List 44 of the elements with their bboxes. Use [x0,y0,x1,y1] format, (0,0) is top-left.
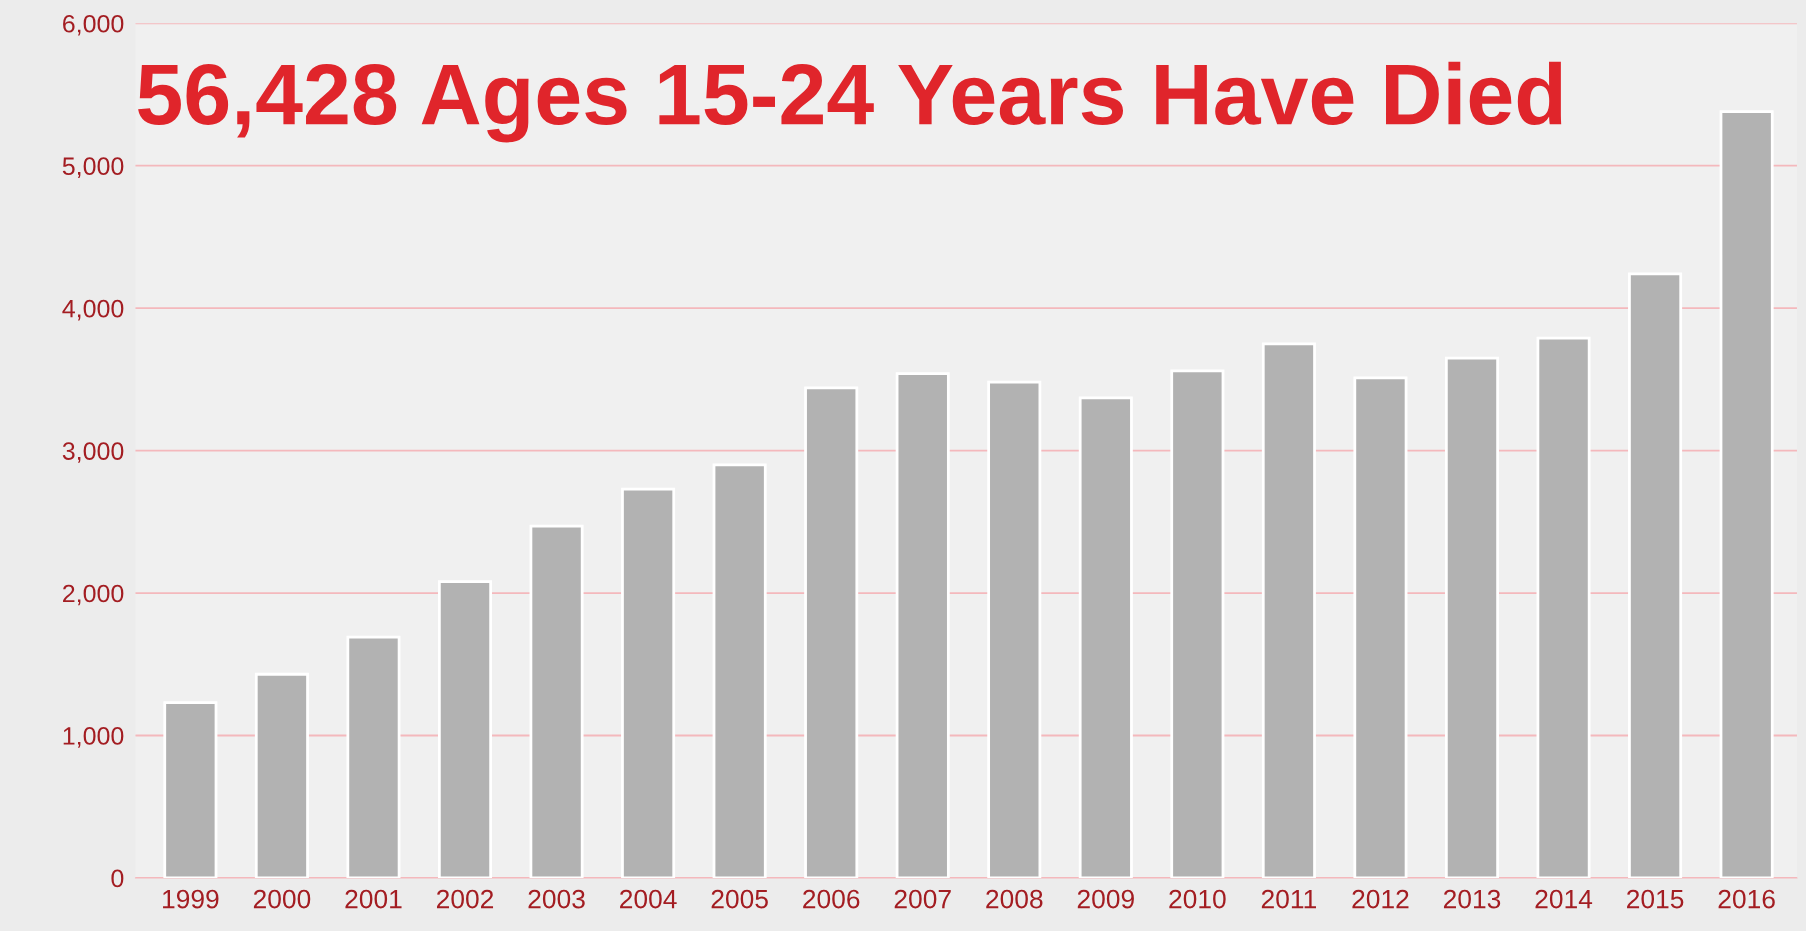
bar [1536,336,1591,878]
y-tick-label: 0 [111,869,124,888]
x-tick-label: 2010 [1169,889,1226,909]
x-tick-label: 2005 [711,889,768,909]
x-tick-label: 2012 [1352,889,1409,909]
chart-title: 56,428 Ages 15-24 Years Have Died [138,61,1562,143]
y-tick-label: 3,000 [62,442,124,463]
bar [1353,376,1408,878]
x-tick-label: 1999 [163,889,219,909]
x-tick-label: 2001 [345,889,402,909]
x-tick-label: 2004 [620,889,677,909]
x-tick-label: 2014 [1535,889,1593,909]
x-tick-label: 2000 [253,889,311,909]
x-tick-label: 2011 [1261,889,1316,909]
bar [1170,369,1225,878]
y-tick-label: 1,000 [63,727,124,748]
bar [1078,396,1133,878]
x-tick-label: 2016 [1718,889,1775,909]
x-tick-label: 2009 [1077,889,1134,909]
bar [895,372,950,878]
bar [437,580,493,878]
bar [1719,110,1774,878]
y-tick-label: 4,000 [62,299,124,321]
bar [987,380,1042,878]
x-tick-label: 2007 [894,889,951,909]
bar [529,524,584,878]
x-tick-label: 2003 [528,889,585,909]
bar [163,701,218,878]
y-tick-label: 6,000 [63,14,124,36]
bar [1628,272,1683,878]
x-tick-label: 2015 [1627,889,1684,909]
x-tick-label: 2006 [803,889,860,909]
bar [254,672,309,878]
bar [346,635,401,878]
bar [712,463,767,878]
y-tick-label: 5,000 [62,157,124,178]
x-tick-label: 2008 [986,889,1043,909]
x-tick-label: 2002 [436,889,494,909]
bar [1444,356,1500,878]
y-tick-label: 2,000 [63,584,124,606]
bar [621,487,676,878]
bar [1261,342,1316,878]
x-tick-label: 2013 [1443,889,1501,909]
bar [804,386,859,878]
